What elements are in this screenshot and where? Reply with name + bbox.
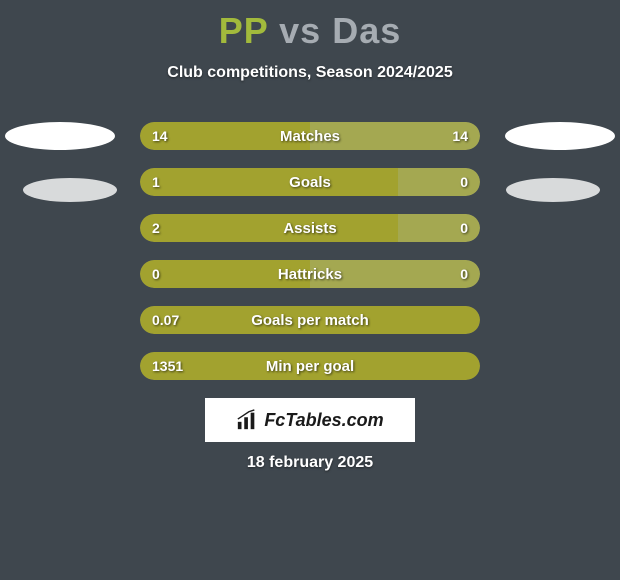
date-text: 18 february 2025: [0, 454, 620, 472]
chart-icon: [236, 409, 258, 431]
stat-label: Goals per match: [140, 306, 480, 334]
stat-row-hattricks: 0 Hattricks 0: [140, 260, 480, 288]
stats-container: 14 Matches 14 1 Goals 0 2 Assists 0 0 Ha…: [140, 122, 480, 398]
stat-label: Goals: [140, 168, 480, 196]
stat-row-goals: 1 Goals 0: [140, 168, 480, 196]
stat-label: Matches: [140, 122, 480, 150]
stat-label: Hattricks: [140, 260, 480, 288]
subtitle: Club competitions, Season 2024/2025: [0, 64, 620, 82]
photo-placeholder-left-large: [5, 122, 115, 150]
stat-row-min-per-goal: 1351 Min per goal: [140, 352, 480, 380]
stat-label: Min per goal: [140, 352, 480, 380]
photo-placeholder-right-small: [506, 178, 600, 202]
photo-placeholder-left-small: [23, 178, 117, 202]
page-title: PP vs Das: [0, 0, 620, 52]
stat-row-goals-per-match: 0.07 Goals per match: [140, 306, 480, 334]
stat-row-assists: 2 Assists 0: [140, 214, 480, 242]
stat-value-right: 0: [460, 168, 468, 196]
logo-text: FcTables.com: [264, 410, 383, 431]
stat-value-right: 0: [460, 260, 468, 288]
title-player1: PP: [219, 10, 268, 51]
stat-label: Assists: [140, 214, 480, 242]
photo-placeholder-right-large: [505, 122, 615, 150]
title-player2: Das: [332, 10, 401, 51]
fctables-logo: FcTables.com: [205, 398, 415, 442]
title-vs: vs: [279, 10, 321, 51]
stat-row-matches: 14 Matches 14: [140, 122, 480, 150]
stat-value-right: 14: [452, 122, 468, 150]
stat-value-right: 0: [460, 214, 468, 242]
